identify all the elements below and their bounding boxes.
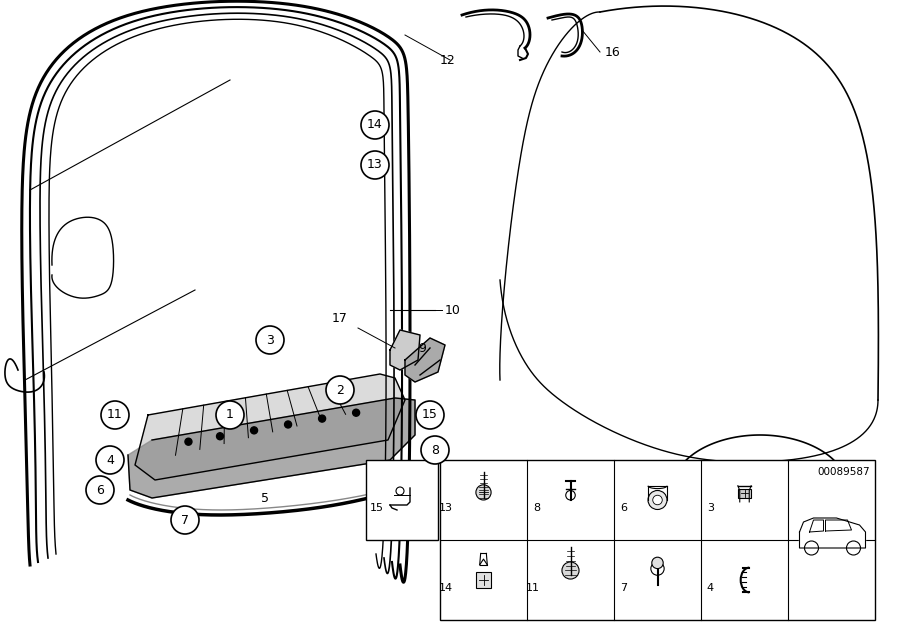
Bar <box>738 488 752 498</box>
Circle shape <box>185 438 192 445</box>
Text: 1: 1 <box>226 408 234 422</box>
Polygon shape <box>799 518 866 548</box>
Circle shape <box>651 562 664 575</box>
Circle shape <box>566 490 575 500</box>
Text: 11: 11 <box>526 583 540 593</box>
Circle shape <box>361 111 389 139</box>
Text: 6: 6 <box>620 503 627 513</box>
Polygon shape <box>390 330 420 370</box>
Circle shape <box>86 476 114 504</box>
Text: 8: 8 <box>533 503 540 513</box>
Text: 12: 12 <box>439 53 455 67</box>
Circle shape <box>562 562 579 579</box>
Circle shape <box>326 376 354 404</box>
Bar <box>366 460 438 540</box>
Text: 3: 3 <box>707 503 714 513</box>
Circle shape <box>319 415 326 422</box>
Text: 16: 16 <box>605 46 621 58</box>
Circle shape <box>416 401 444 429</box>
Circle shape <box>284 421 292 428</box>
Text: 2: 2 <box>336 384 344 396</box>
Circle shape <box>171 506 199 534</box>
Text: 15: 15 <box>422 408 438 422</box>
Circle shape <box>361 151 389 179</box>
Text: 5: 5 <box>261 491 269 504</box>
Circle shape <box>101 401 129 429</box>
Circle shape <box>353 409 360 416</box>
Text: 00089587: 00089587 <box>817 467 870 477</box>
Polygon shape <box>135 374 405 480</box>
Text: 15: 15 <box>370 503 384 513</box>
Circle shape <box>96 446 124 474</box>
Text: 8: 8 <box>431 443 439 457</box>
Circle shape <box>216 401 244 429</box>
Polygon shape <box>405 338 445 382</box>
Text: 3: 3 <box>266 333 274 347</box>
Text: 17: 17 <box>332 312 348 324</box>
Text: 7: 7 <box>181 514 189 526</box>
Text: 4: 4 <box>106 453 114 467</box>
Text: 9: 9 <box>418 342 426 354</box>
Circle shape <box>648 490 667 509</box>
Circle shape <box>476 485 491 500</box>
Text: 13: 13 <box>367 159 382 171</box>
Bar <box>440 460 875 620</box>
Text: 14: 14 <box>367 119 382 131</box>
Circle shape <box>421 436 449 464</box>
Circle shape <box>250 427 257 434</box>
Circle shape <box>652 557 663 568</box>
Circle shape <box>652 495 662 505</box>
Text: 13: 13 <box>439 503 453 513</box>
Circle shape <box>256 326 284 354</box>
Text: 14: 14 <box>439 583 453 593</box>
Text: 7: 7 <box>620 583 627 593</box>
Text: 6: 6 <box>96 483 104 497</box>
Bar <box>476 572 491 587</box>
Text: 10: 10 <box>445 304 461 316</box>
Text: 11: 11 <box>107 408 123 422</box>
Text: 4: 4 <box>706 583 714 593</box>
Circle shape <box>217 432 223 440</box>
Polygon shape <box>128 398 415 498</box>
